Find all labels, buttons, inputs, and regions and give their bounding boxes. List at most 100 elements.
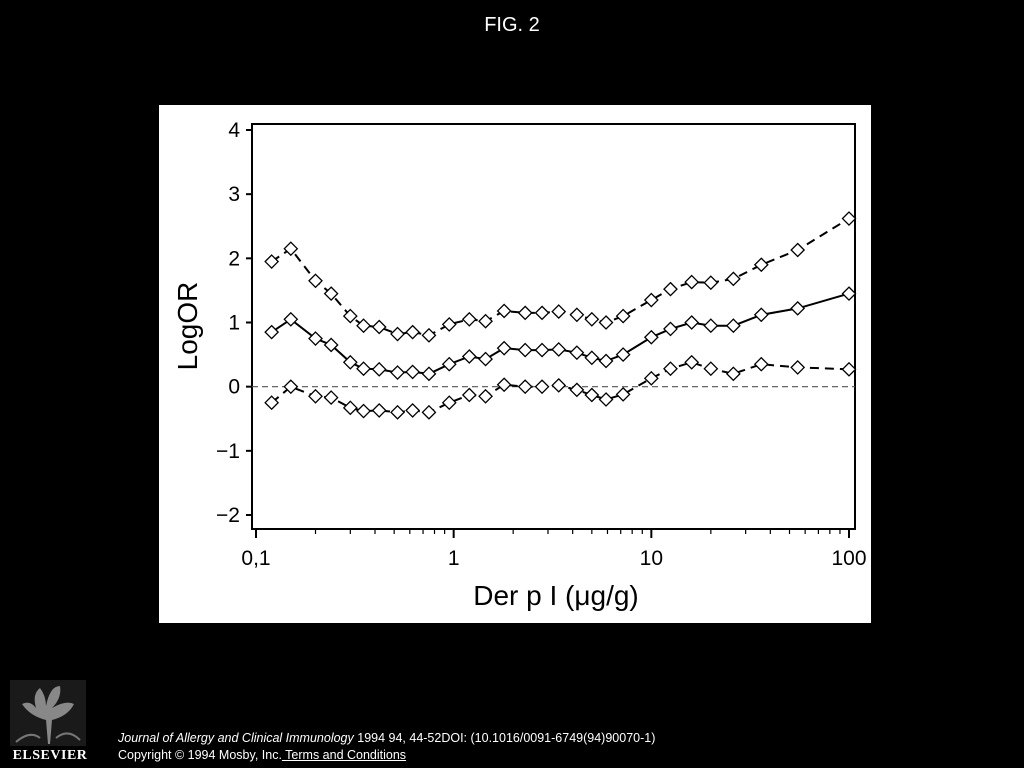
estimate-data-point xyxy=(703,318,719,334)
lower-data-point xyxy=(283,379,299,395)
publisher-logo-text: ELSEVIER xyxy=(12,748,88,763)
x-axis: 0,1 1 10 100 xyxy=(241,529,867,570)
y-tick-label: 3 xyxy=(228,183,240,206)
upper-data-point xyxy=(663,281,678,297)
estimate-data-point xyxy=(584,350,600,366)
estimate-data-point xyxy=(663,321,678,337)
y-tick-label: −2 xyxy=(216,504,240,527)
upper-data-point xyxy=(264,254,280,269)
estimate-data-point xyxy=(615,347,631,363)
upper-data-point xyxy=(283,241,299,257)
lower-data-point xyxy=(441,395,457,411)
lower-data-point xyxy=(496,377,512,393)
lower-data-point xyxy=(264,395,280,411)
lower-data-point xyxy=(725,366,741,382)
upper-data-point xyxy=(684,274,700,290)
y-tick-label: 1 xyxy=(228,312,240,335)
estimate-data-point xyxy=(598,353,614,369)
upper-data-point xyxy=(790,242,806,258)
estimate-data-point xyxy=(283,311,299,327)
upper-data-point xyxy=(405,324,421,340)
y-tick-label: −1 xyxy=(216,440,240,463)
terms-link[interactable]: Terms and Conditions xyxy=(281,748,407,762)
lower-data-point xyxy=(615,386,631,402)
estimate-data-point xyxy=(841,286,857,302)
lower-data-point xyxy=(643,370,659,386)
estimate-data-point xyxy=(441,356,457,372)
upper-data-point xyxy=(753,257,769,273)
upper-data-point xyxy=(517,305,533,321)
y-tick-label: 2 xyxy=(228,247,240,270)
lower-data-point xyxy=(551,377,567,393)
estimate-data-point xyxy=(725,318,741,334)
upper-data-point xyxy=(643,292,659,308)
lower-data-point xyxy=(478,388,493,404)
upper-data-point xyxy=(584,311,600,327)
estimate-data-point xyxy=(753,307,769,323)
series-layer xyxy=(264,211,857,420)
lower-data-point xyxy=(421,404,437,420)
upper-data-point xyxy=(421,327,437,343)
x-axis-label: Der p I (μg/g) xyxy=(473,580,639,611)
estimate-data-point xyxy=(478,351,493,367)
upper-data-point xyxy=(598,315,614,330)
lower-data-point xyxy=(323,390,339,405)
estimate-data-point xyxy=(421,366,437,382)
estimate-data-point xyxy=(264,324,280,340)
estimate-data-point xyxy=(569,345,585,361)
lower-data-point xyxy=(342,400,358,416)
plot-frame xyxy=(251,123,856,530)
estimate-data-point xyxy=(534,342,550,358)
lower-data-point xyxy=(371,402,387,418)
upper-data-point xyxy=(342,308,358,324)
estimate-data-point xyxy=(551,342,567,357)
upper-data-point xyxy=(441,317,457,332)
lower-data-point xyxy=(461,387,477,403)
estimate-data-point xyxy=(517,342,533,358)
estimate-data-point xyxy=(308,331,323,346)
upper-data-point xyxy=(569,307,585,323)
chart-panel: −2 −1 0 1 2 3 4 0,1 1 10 100 Der p I (μg/g) LogOR xyxy=(159,105,871,623)
copyright-text: Copyright © 1994 Mosby, Inc. xyxy=(118,748,282,762)
lower-data-point xyxy=(663,361,678,377)
upper-data-point xyxy=(551,304,567,320)
x-tick-label: 0,1 xyxy=(241,547,270,570)
x-tick-label: 10 xyxy=(640,547,663,570)
estimate-data-point xyxy=(684,315,700,330)
citation-line: Journal of Allergy and Clinical Immunolo… xyxy=(118,730,655,747)
estimate-data-point xyxy=(342,354,358,370)
lower-data-point xyxy=(534,379,550,395)
y-tick-label: 0 xyxy=(228,376,240,399)
y-tick-label: 4 xyxy=(228,119,240,142)
upper-data-point xyxy=(725,271,741,287)
estimate-data-point xyxy=(323,337,339,353)
lower-data-point xyxy=(517,379,533,395)
logor-chart: −2 −1 0 1 2 3 4 0,1 1 10 100 Der p I (μg/g) LogOR xyxy=(172,119,867,611)
upper-data-point xyxy=(323,286,339,302)
y-axis: −2 −1 0 1 2 3 4 xyxy=(216,119,252,527)
upper-data-point xyxy=(356,318,371,334)
elsevier-tree-logo xyxy=(10,680,86,746)
lower-data-point xyxy=(356,403,371,419)
citation-details: 1994 94, 44-52DOI: (10.1016/0091-6749(94… xyxy=(353,731,656,745)
upper-data-point xyxy=(390,326,405,342)
copyright-line: Copyright © 1994 Mosby, Inc. Terms and C… xyxy=(118,747,655,764)
estimate-data-point xyxy=(371,361,387,377)
x-tick-label: 1 xyxy=(448,547,460,570)
upper-data-point xyxy=(841,211,857,226)
lower-data-point xyxy=(569,382,585,398)
upper-data-point xyxy=(615,308,631,324)
lower-data-point xyxy=(684,354,700,370)
x-tick-label: 100 xyxy=(831,547,866,570)
lower-data-point xyxy=(390,404,405,420)
figure-title: FIG. 2 xyxy=(484,14,540,36)
estimate-data-point xyxy=(496,340,512,356)
citation-footer: Journal of Allergy and Clinical Immunolo… xyxy=(118,730,655,764)
upper-data-point xyxy=(308,273,323,289)
lower-data-point xyxy=(753,356,769,372)
lower-data-point xyxy=(308,388,323,404)
lower-data-point xyxy=(405,402,421,418)
lower-data-point xyxy=(790,359,806,375)
estimate-data-point xyxy=(461,349,477,364)
estimate-data-point xyxy=(405,364,421,380)
